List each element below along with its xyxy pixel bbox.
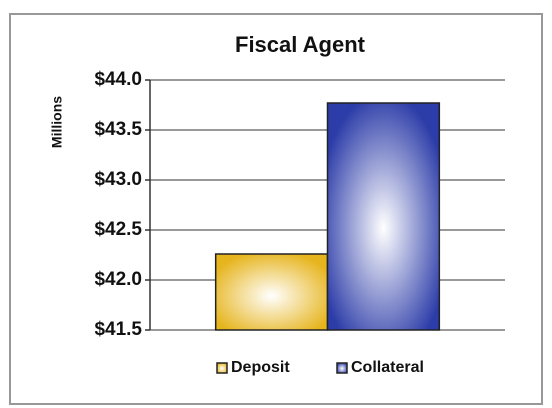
chart-frame [9, 13, 543, 405]
bar [214, 253, 329, 331]
y-tick-label: $43.0 [94, 169, 142, 190]
y-tick-label: $41.5 [94, 319, 142, 340]
y-tick-label: $43.5 [94, 119, 142, 140]
y-tick-label: $42.0 [94, 269, 142, 290]
legend-swatch [336, 362, 348, 374]
legend-label: Collateral [351, 359, 424, 376]
chart-title: Fiscal Agent [235, 32, 366, 57]
legend-swatch [216, 362, 228, 374]
bar [326, 102, 441, 331]
legend-label: Deposit [231, 359, 290, 376]
y-tick-label: $44.0 [94, 69, 142, 90]
y-axis-label: Millions [49, 96, 65, 148]
y-tick-label: $42.5 [94, 219, 142, 240]
